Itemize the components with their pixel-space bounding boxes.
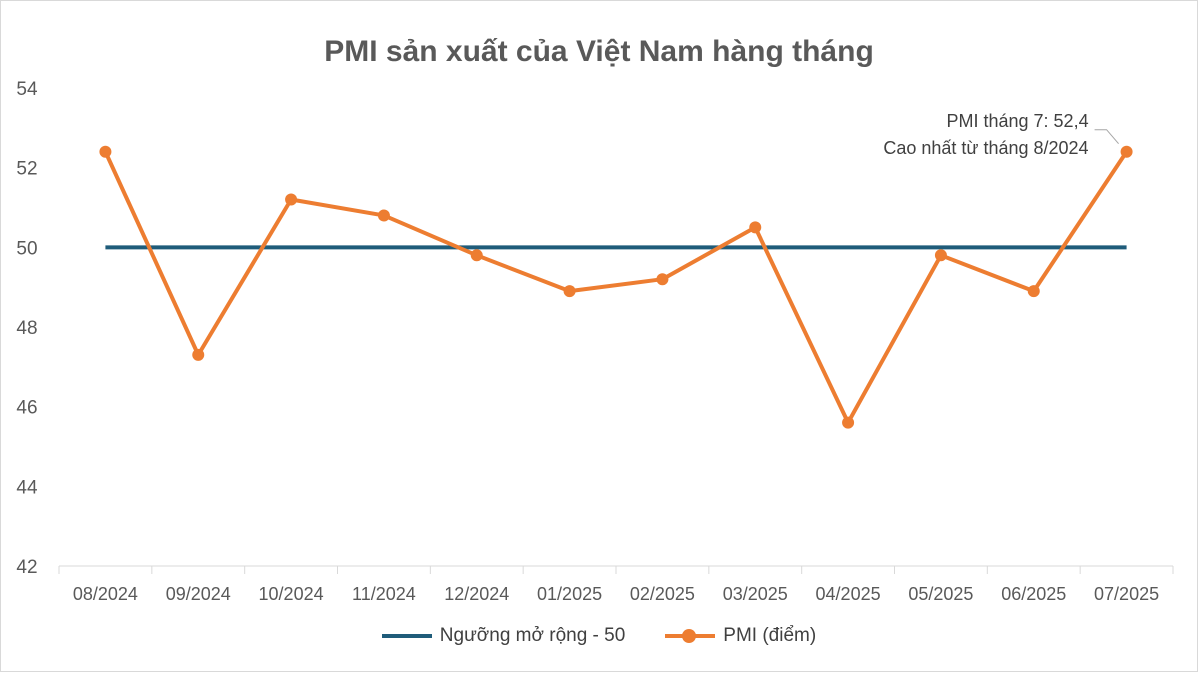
y-tick-label: 50 <box>16 238 37 259</box>
legend-item-threshold: Ngưỡng mở rộng - 50 <box>381 625 626 647</box>
legend-swatch-threshold <box>381 626 432 646</box>
y-axis: 42 44 46 48 50 52 54 <box>16 79 38 578</box>
legend: Ngưỡng mở rộng - 50 PMI (điểm) <box>1 625 1197 647</box>
pmi-point <box>749 221 762 234</box>
pmi-point <box>470 249 483 262</box>
legend-label-threshold: Ngưỡng mở rộng - 50 <box>439 625 626 646</box>
y-tick-label: 42 <box>16 557 37 578</box>
annotation: PMI tháng 7: 52,4 Cao nhất từ tháng 8/202… <box>883 111 1119 158</box>
y-tick-label: 46 <box>16 398 37 419</box>
pmi-point <box>842 416 855 429</box>
x-tick-label: 07/2025 <box>1094 584 1159 604</box>
legend-swatch-pmi <box>665 626 716 646</box>
pmi-point <box>563 285 576 298</box>
annotation-leader <box>1094 129 1119 145</box>
pmi-point <box>285 193 298 206</box>
series-pmi <box>99 145 1133 429</box>
pmi-point <box>1120 145 1133 158</box>
y-tick-label: 52 <box>16 159 37 180</box>
legend-label-pmi: PMI (điểm) <box>723 625 817 646</box>
x-tick-label: 08/2024 <box>73 584 138 604</box>
pmi-line <box>103 150 1129 425</box>
pmi-point <box>656 273 669 286</box>
annotation-text: Cao nhất từ tháng 8/2024 <box>883 138 1088 158</box>
x-tick-label: 03/2025 <box>723 584 788 604</box>
chart-title: PMI sản xuất của Việt Nam hàng tháng <box>324 35 874 68</box>
x-tick-label: 04/2025 <box>816 584 881 604</box>
pmi-point <box>99 145 112 158</box>
pmi-point <box>1027 285 1040 298</box>
pmi-point <box>192 348 205 361</box>
x-tick-label: 09/2024 <box>166 584 231 604</box>
legend-item-pmi: PMI (điểm) <box>665 625 816 647</box>
y-tick-label: 54 <box>16 79 38 100</box>
y-tick-label: 48 <box>16 318 37 339</box>
pmi-point <box>377 209 390 222</box>
x-tick-label: 10/2024 <box>259 584 324 604</box>
y-tick-label: 44 <box>16 477 38 498</box>
pmi-point <box>934 249 947 262</box>
x-tick-label: 01/2025 <box>537 584 602 604</box>
x-tick-label: 05/2025 <box>908 584 973 604</box>
x-tick-label: 06/2025 <box>1001 584 1066 604</box>
x-axis: 08/2024 09/2024 10/2024 11/2024 12/2024 01/20… <box>58 565 1174 604</box>
x-tick-label: 02/2025 <box>630 584 695 604</box>
x-tick-label: 11/2024 <box>352 584 416 604</box>
annotation-text: PMI tháng 7: 52,4 <box>946 111 1088 131</box>
x-tick-label: 12/2024 <box>444 584 509 604</box>
